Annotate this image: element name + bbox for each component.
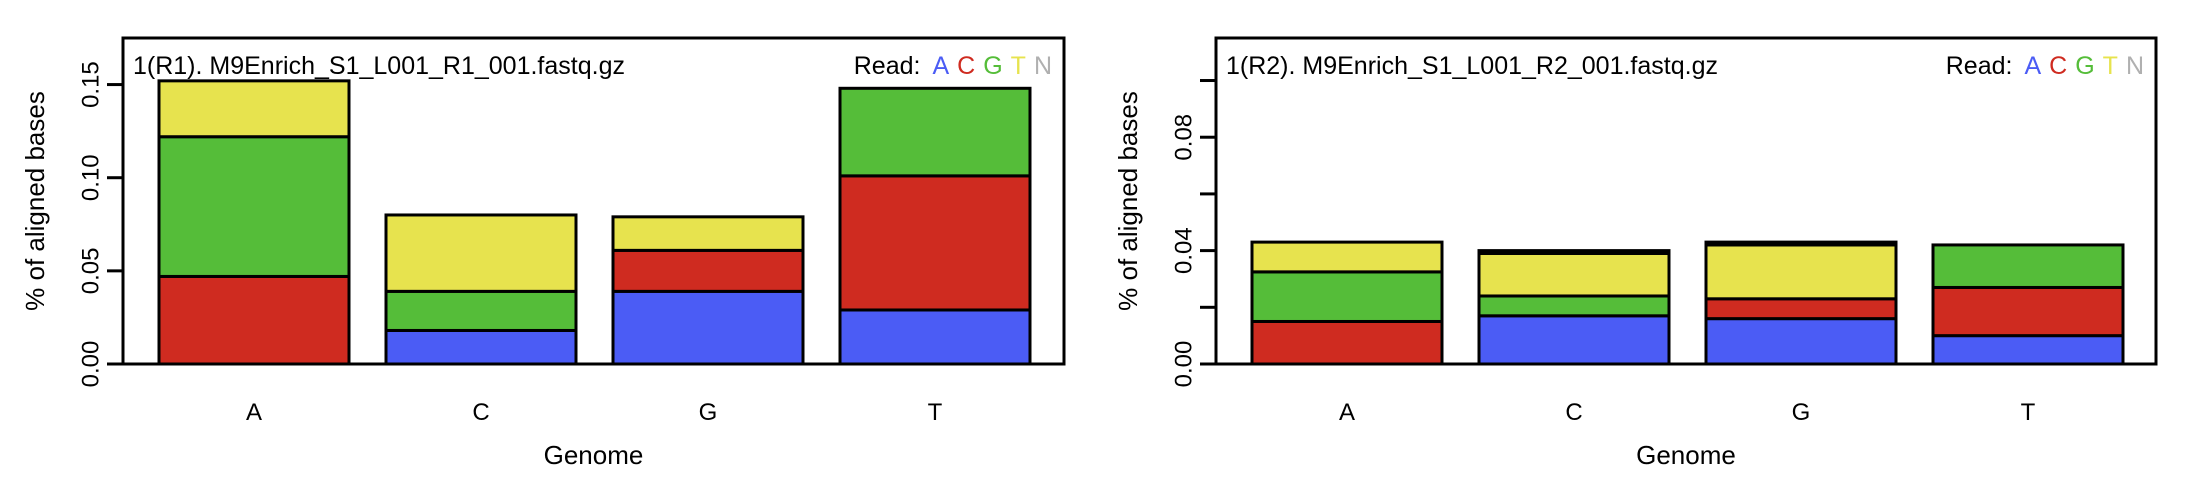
bar-segment-c-n [1477,249,1671,255]
legend: Read: A C G T N [854,52,1052,80]
legend-entry-c: C [957,52,975,80]
bar-segment-c-g [384,289,578,332]
y-tick-label: 0.05 [78,247,105,294]
y-tick-label: 0.10 [78,154,105,201]
x-tick-label-a: A [246,399,262,426]
legend: Read: A C G T N [1946,52,2144,80]
bar-segment-a-g [157,135,351,278]
plot-frame [121,36,1066,366]
x-axis-title: Genome [544,440,644,470]
bar-segment-t-c [838,174,1032,312]
y-tick-label: 0.08 [1171,114,1198,161]
x-tick-label-t: T [928,399,943,426]
legend-entry-t: T [1011,52,1026,80]
bar-segment-t-a [1931,334,2125,366]
panel-title: 1(R1). M9Enrich_S1_L001_R1_001.fastq.gz [133,52,625,80]
legend-label: Read: [854,52,921,80]
bar-segment-g-t [611,215,805,252]
legend-entry-c: C [2049,52,2067,80]
panel-r1: A C G T0.000.050.100.15% of aligned basesGe… [20,36,1066,470]
plot-frame [1214,36,2158,366]
bar-segment-c-t [384,213,578,293]
legend-entry-n: N [2126,52,2144,80]
x-tick-label-t: T [2021,399,2036,426]
panel-r2: A C G T0.000.040.08% of aligned basesGenome… [1113,36,2158,470]
bar-segment-t-c [1931,285,2125,338]
y-tick-label: 0.04 [1171,227,1198,274]
bar-segment-c-t [1477,251,1671,298]
y-tick-label: 0.00 [1171,341,1198,388]
bar-segment-a-c [1250,319,1444,366]
bar-segment-a-g [1250,270,1444,323]
legend-entry-g: G [983,52,1002,80]
bar-segment-g-n [1704,240,1898,247]
x-axis-title: Genome [1636,440,1736,470]
y-tick-label: 0.00 [78,341,105,388]
bar-segment-g-t [1704,243,1898,301]
legend-entry-a: A [932,52,949,80]
legend-entry-t: T [2103,52,2118,80]
bar-segment-t-a [838,308,1032,366]
y-axis-title: % of aligned bases [1113,91,1143,311]
x-tick-label-g: G [1792,399,1811,426]
bar-segment-a-t [157,79,351,139]
legend-entry-g: G [2075,52,2094,80]
bar-segment-t-g [838,86,1032,178]
panel-title: 1(R2). M9Enrich_S1_L001_R2_001.fastq.gz [1226,52,1718,80]
bar-segment-g-a [611,289,805,366]
bar-segment-c-g [1477,294,1671,318]
bar-segment-g-c [1704,297,1898,321]
x-tick-label-g: G [699,399,718,426]
bar-segment-a-c [157,274,351,366]
x-tick-label-c: C [1565,399,1582,426]
bar-segment-g-a [1704,317,1898,366]
bar-segment-c-a [384,328,578,366]
bar-segment-g-c [611,248,805,293]
bar-segment-a-t [1250,240,1444,274]
legend-label: Read: [1946,52,2013,80]
legend-entry-n: N [1034,52,1052,80]
x-tick-label-c: C [472,399,489,426]
bar-segment-c-a [1477,314,1671,366]
y-axis-title: % of aligned bases [20,91,50,311]
bar-segment-t-g [1931,243,2125,289]
legend-entry-a: A [2024,52,2041,80]
x-tick-label-a: A [1339,399,1355,426]
y-tick-label: 0.15 [78,61,105,108]
